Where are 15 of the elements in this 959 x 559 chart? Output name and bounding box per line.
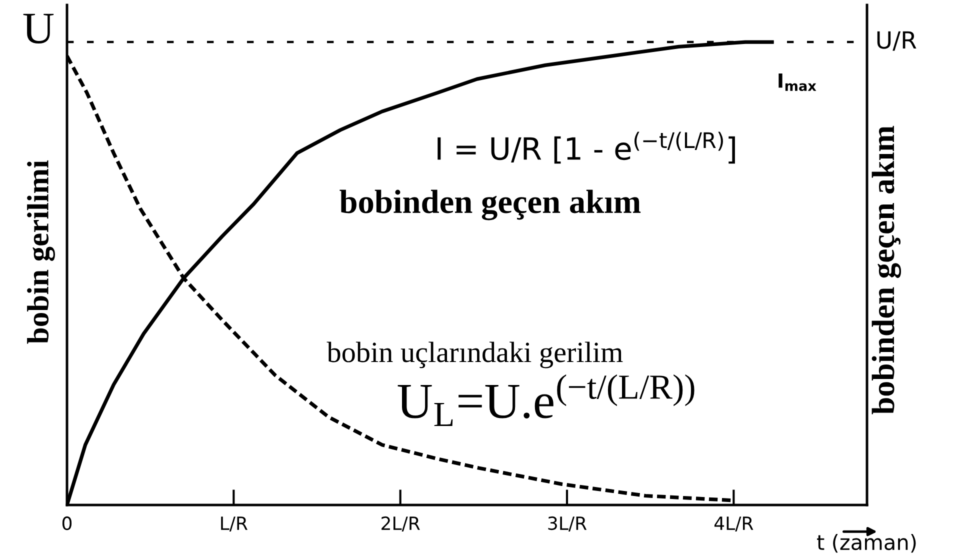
annotation: U/R: [877, 31, 916, 51]
annotation: U: [23, 14, 54, 44]
series-label: bobin uçlarındaki gerilim: [326, 342, 623, 368]
x-axis-title: t (zaman): [817, 534, 916, 553]
x-tick-label: 3L/R: [548, 516, 587, 532]
annotation: U$_{L}$=U.e$^{(−t/(L/R))}$: [398, 374, 694, 426]
x-tick-label: 2L/R: [382, 516, 420, 532]
series-label: bobinden geçen akım: [340, 190, 641, 220]
annotation: I = U/R [1 - e$^{(−t/(L/R)}$]: [438, 132, 735, 164]
y-axis-title: bobin gerilimi: [27, 160, 55, 344]
x-tick-label: 0: [62, 516, 72, 530]
y2-axis-title: bobinden geçen akım: [872, 126, 902, 414]
annotation: I$_{max}$: [778, 73, 816, 92]
x-tick-label: 4L/R: [714, 516, 754, 532]
x-tick-label: L/R: [221, 516, 248, 532]
